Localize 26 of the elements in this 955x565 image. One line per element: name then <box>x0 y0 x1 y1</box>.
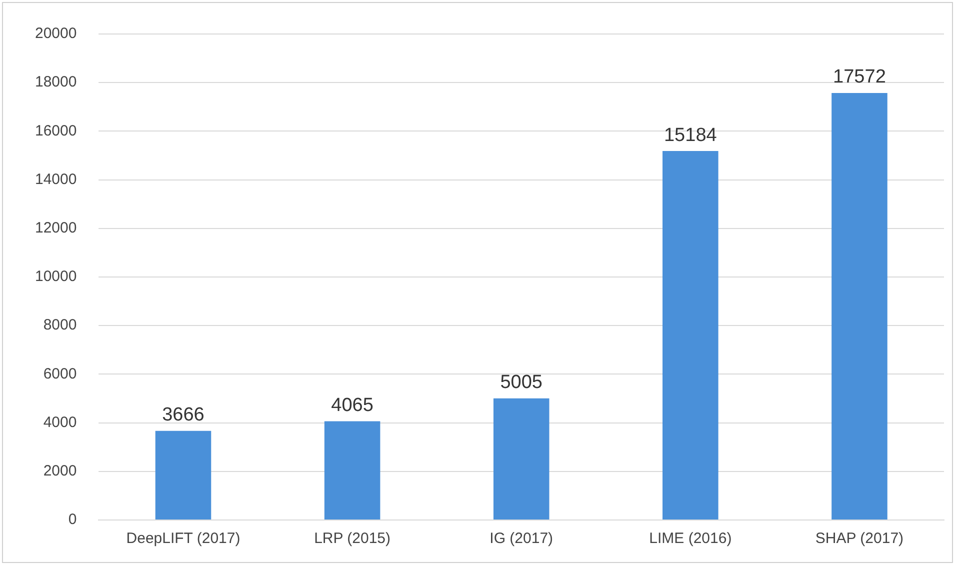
x-tick-label: DeepLIFT (2017) <box>126 530 240 548</box>
bar <box>155 430 212 520</box>
bar <box>662 151 718 520</box>
y-tick-label: 16000 <box>34 122 77 140</box>
y-tick-label: 2000 <box>43 462 77 480</box>
y-tick-label: 10000 <box>34 268 77 286</box>
y-tick-label: 6000 <box>43 365 77 382</box>
bar <box>832 93 888 520</box>
y-tick-label: 18000 <box>34 74 77 91</box>
x-tick-label: LIME (2016) <box>649 530 732 548</box>
y-tick-label: 4000 <box>43 414 77 431</box>
bar <box>324 421 380 520</box>
data-label: 3666 <box>162 404 204 426</box>
data-label: 17572 <box>833 66 886 88</box>
bar <box>493 398 550 520</box>
x-tick-label: LRP (2015) <box>314 530 391 548</box>
y-tick-label: 0 <box>68 511 77 528</box>
data-label: 4065 <box>331 394 374 416</box>
data-label: 5005 <box>500 372 542 394</box>
x-tick-label: SHAP (2017) <box>815 530 904 548</box>
y-tick-label: 14000 <box>34 170 77 188</box>
x-tick-label: IG (2017) <box>490 530 554 548</box>
data-label: 15184 <box>664 124 718 146</box>
y-tick-label: 8000 <box>43 316 77 334</box>
y-tick-label: 12000 <box>34 220 77 237</box>
y-tick-label: 20000 <box>34 25 77 42</box>
